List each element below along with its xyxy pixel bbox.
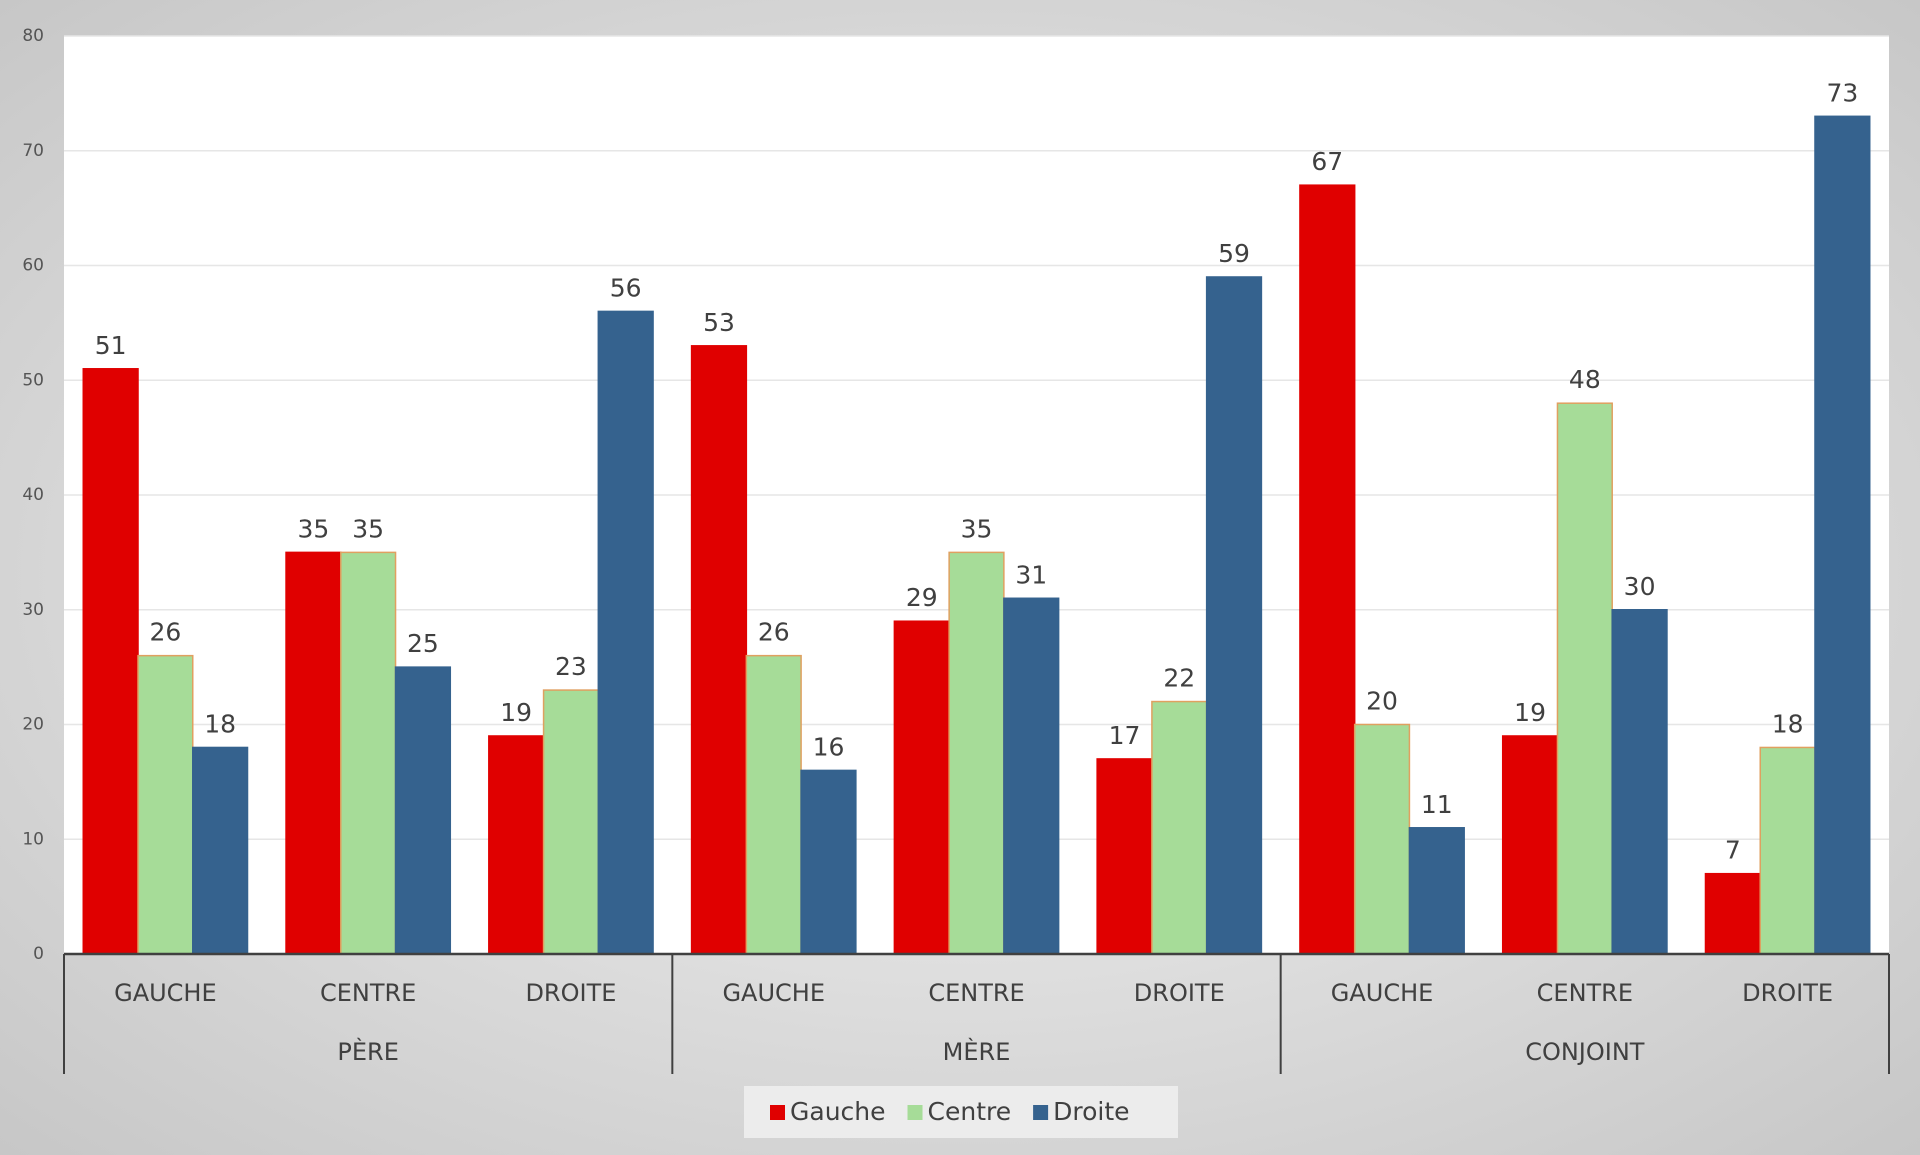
data-label: 22: [1163, 664, 1195, 693]
bar: [1096, 758, 1153, 955]
legend: Gauche Centre Droite: [744, 1086, 1178, 1138]
y-tick-label: 60: [22, 256, 44, 276]
bar: [893, 620, 950, 955]
bar: [1299, 184, 1356, 955]
group-label: PÈRE: [337, 1037, 398, 1066]
x-tick-label: CENTRE: [928, 979, 1024, 1007]
data-label: 19: [500, 698, 532, 727]
data-label: 18: [204, 709, 236, 738]
bar: [394, 666, 452, 955]
data-label: 23: [555, 652, 587, 681]
bar: [1556, 402, 1613, 955]
bar: [1611, 609, 1668, 955]
x-tick-label: DROITE: [1742, 979, 1833, 1007]
data-label: 19: [1514, 698, 1546, 727]
data-label: 59: [1218, 239, 1250, 268]
bar: [488, 735, 545, 955]
bar: [1408, 827, 1465, 955]
x-tick-label: GAUCHE: [114, 979, 217, 1007]
bar: [82, 368, 139, 955]
y-tick-label: 80: [22, 26, 44, 46]
data-label: 20: [1366, 687, 1398, 716]
bar: [690, 345, 748, 955]
y-tick-label: 40: [22, 485, 44, 505]
x-tick-label: GAUCHE: [722, 979, 825, 1007]
bar: [948, 551, 1005, 955]
data-label: 25: [407, 629, 439, 658]
y-tick-label: 0: [33, 944, 44, 964]
data-label: 73: [1826, 78, 1858, 107]
bar: [1205, 276, 1263, 955]
x-tick-label: GAUCHE: [1331, 979, 1434, 1007]
y-tick-label: 30: [22, 600, 44, 620]
data-label: 31: [1015, 560, 1047, 589]
legend-box: [744, 1086, 1178, 1138]
bar: [1704, 872, 1761, 955]
data-label: 26: [758, 618, 790, 647]
bar: [1759, 746, 1816, 955]
data-label: 7: [1725, 836, 1741, 865]
bar: [542, 689, 600, 955]
bar: [192, 746, 249, 955]
bar: [1353, 723, 1411, 955]
bar: [597, 310, 654, 955]
legend-swatch: [1033, 1105, 1049, 1120]
y-tick-label: 10: [22, 829, 44, 849]
bar: [137, 654, 194, 955]
data-label: 35: [352, 514, 384, 543]
bar: [285, 551, 342, 955]
legend-swatch: [907, 1105, 923, 1120]
legend-label: Gauche: [790, 1097, 886, 1126]
x-tick-label: CENTRE: [320, 979, 416, 1007]
data-label: 26: [149, 618, 181, 647]
legend-label: Centre: [928, 1097, 1012, 1126]
legend-label: Droite: [1053, 1097, 1129, 1126]
legend-swatch: [770, 1105, 785, 1120]
x-tick-label: DROITE: [1134, 979, 1225, 1007]
group-label: MÈRE: [943, 1037, 1011, 1066]
bar: [340, 551, 397, 955]
bar: [1003, 597, 1060, 955]
data-label: 35: [961, 514, 993, 543]
data-label: 30: [1624, 572, 1656, 601]
data-label: 53: [703, 308, 735, 337]
y-tick-label: 50: [22, 370, 44, 390]
bar: [1501, 735, 1559, 955]
data-label: 16: [813, 732, 845, 761]
data-label: 18: [1772, 709, 1804, 738]
data-label: 48: [1569, 365, 1601, 394]
y-tick-label: 70: [22, 141, 44, 161]
group-label: CONJOINT: [1525, 1038, 1645, 1066]
x-tick-label: DROITE: [525, 979, 616, 1007]
data-label: 35: [298, 514, 330, 543]
bar: [1814, 115, 1871, 955]
bar: [800, 769, 857, 955]
data-label: 17: [1109, 721, 1141, 750]
data-label: 67: [1311, 147, 1343, 176]
data-label: 29: [906, 583, 938, 612]
data-label: 56: [610, 273, 642, 302]
bar: [1151, 700, 1208, 955]
y-tick-label: 20: [22, 715, 44, 735]
data-label: 11: [1421, 790, 1453, 819]
x-tick-label: CENTRE: [1537, 979, 1633, 1007]
data-label: 51: [95, 331, 127, 360]
bar: [745, 654, 802, 955]
